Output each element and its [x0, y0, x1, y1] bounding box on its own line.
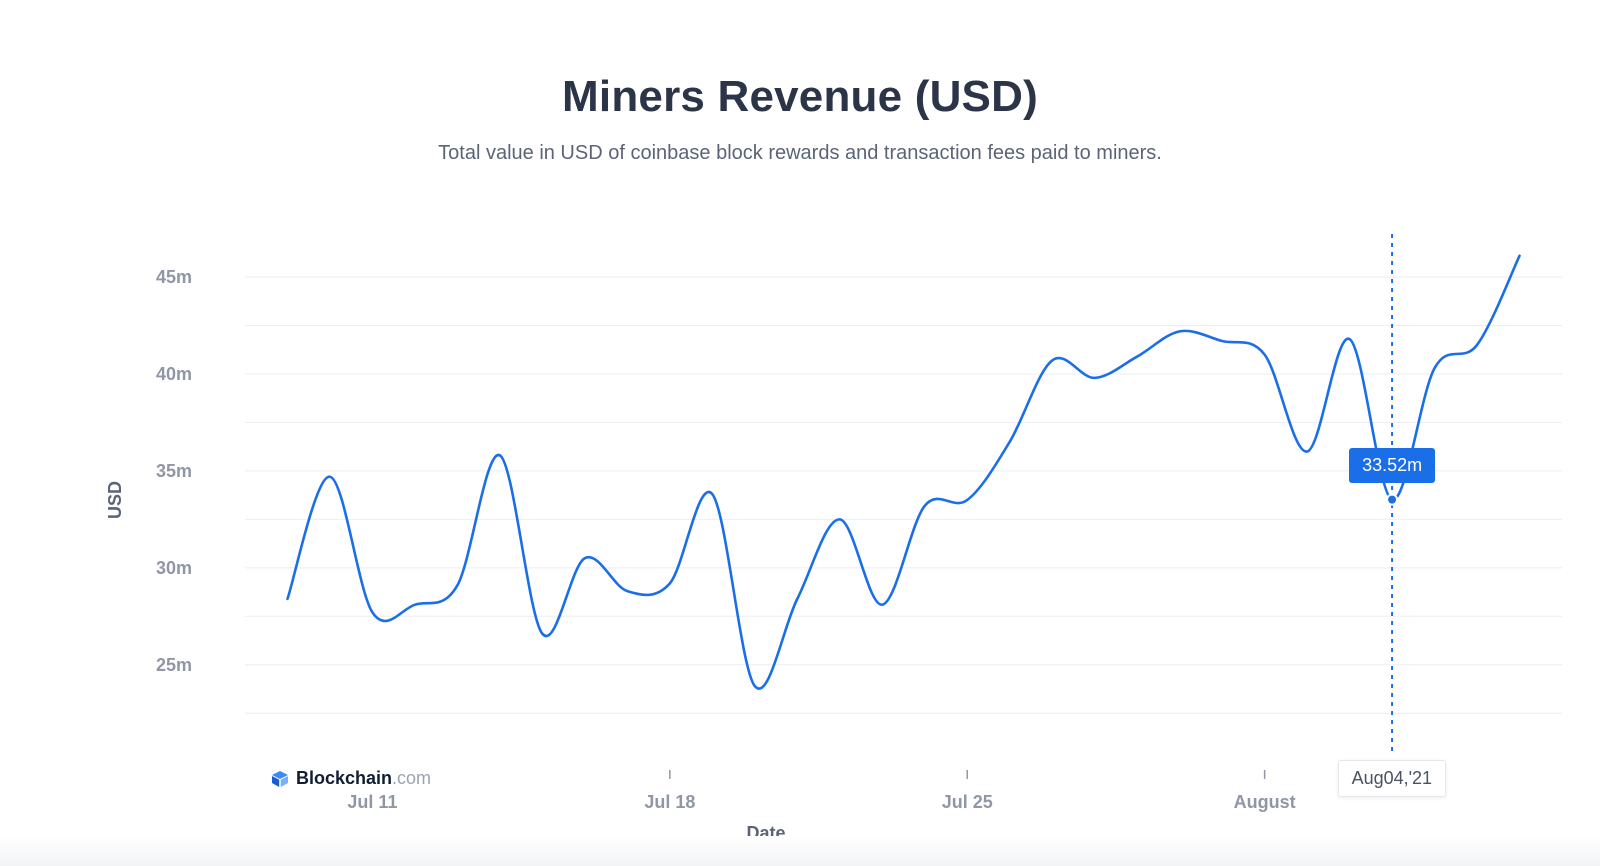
- series-line[interactable]: [286, 254, 1521, 690]
- x-tick-label: Jul 18: [644, 792, 695, 812]
- value-tooltip: 33.52m: [1349, 447, 1436, 483]
- hover-point: [1386, 493, 1399, 506]
- brand-suffix: .com: [392, 768, 432, 788]
- y-tick-label: 45m: [156, 267, 192, 287]
- y-axis-label: USD: [105, 481, 125, 519]
- brand-logo[interactable]: Blockchain .com: [270, 768, 431, 789]
- chart-subtitle: Total value in USD of coinbase block rew…: [438, 142, 1162, 164]
- chart-title: Miners Revenue (USD): [562, 72, 1038, 121]
- brand-name: Blockchain: [296, 768, 393, 788]
- y-tick-label: 40m: [156, 364, 192, 384]
- y-tick-label: 25m: [156, 655, 192, 675]
- x-tick-label: August: [1234, 792, 1296, 812]
- bottom-fade: [0, 836, 1600, 866]
- y-tick-label: 30m: [156, 558, 192, 578]
- grid-lines: [245, 276, 1562, 714]
- x-tick-label: Jul 25: [942, 792, 993, 812]
- y-axis: 25m 30m 35m 40m 45m: [156, 267, 192, 675]
- date-tooltip: Aug04,'21: [1337, 760, 1447, 797]
- x-tick-label: Jul 11: [347, 792, 397, 812]
- y-tick-label: 35m: [156, 461, 192, 481]
- blockchain-logo-icon: [272, 770, 288, 787]
- x-axis: Jul 11 Jul 18 Jul 25 August: [347, 770, 1296, 812]
